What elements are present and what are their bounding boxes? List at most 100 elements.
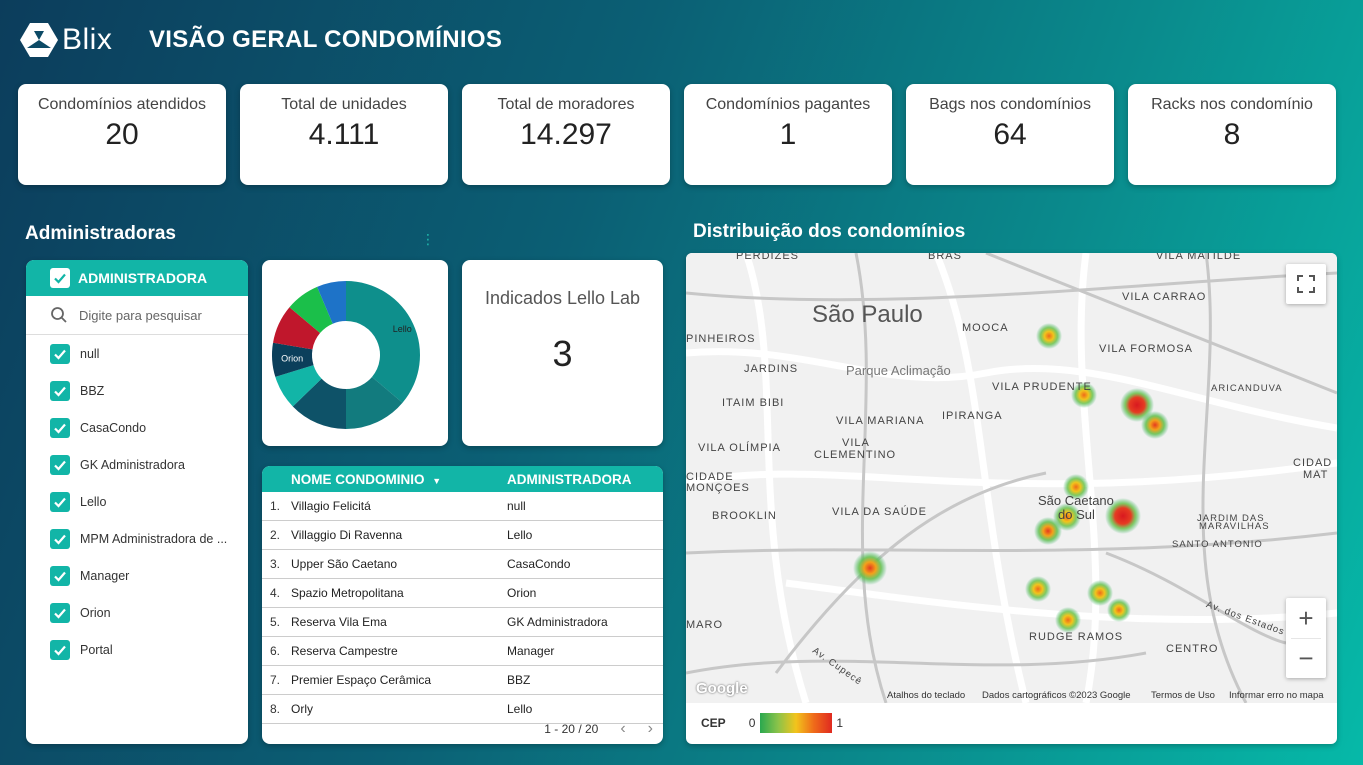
filter-checkbox[interactable] [50, 602, 70, 623]
map-label: IPIRANGA [942, 410, 1003, 422]
indicados-value: 3 [552, 333, 573, 374]
filter-item[interactable]: GK Administradora [26, 446, 248, 483]
heat-spot [853, 551, 887, 585]
fullscreen-icon [1297, 275, 1315, 293]
filter-item[interactable]: MPM Administradora de ... [26, 520, 248, 557]
map-label: São Caetano [1038, 493, 1114, 508]
check-icon [54, 608, 66, 619]
legend-gradient [760, 713, 833, 733]
filter-search[interactable]: Digite para pesquisar [26, 296, 248, 335]
search-input[interactable]: Digite para pesquisar [79, 307, 202, 323]
check-icon [54, 273, 66, 284]
filter-checkbox[interactable] [50, 491, 70, 512]
map-label: MARAVILHAS [1199, 521, 1270, 532]
row-administradora: Lello [507, 702, 533, 716]
header: Blix [18, 16, 112, 64]
map-label: BROOKLIN [712, 510, 777, 522]
prev-page-icon[interactable]: ‹ [620, 720, 626, 737]
map-label: VILA CARRAO [1122, 291, 1207, 303]
select-all-checkbox[interactable] [50, 268, 70, 288]
column-header-nome[interactable]: NOME CONDOMINIO ▼ [291, 471, 442, 487]
map-label: BRAS [928, 253, 962, 262]
indicados-label: Indicados Lello Lab [484, 288, 641, 308]
attribution-keyboard[interactable]: Atalhos do teclado [887, 690, 966, 701]
filter-checkbox[interactable] [50, 565, 70, 586]
table-row[interactable]: 2. Villaggio Di Ravenna Lello [262, 521, 663, 550]
check-icon [54, 645, 66, 656]
heat-spot [1036, 323, 1062, 349]
filter-checkbox[interactable] [50, 528, 70, 549]
pie-slice[interactable] [317, 281, 346, 324]
table-row[interactable]: 3. Upper São Caetano CasaCondo [262, 550, 663, 579]
next-page-icon[interactable]: › [647, 720, 653, 737]
zoom-in-icon[interactable]: + [1298, 602, 1314, 633]
map-label: RUDGE RAMOS [1029, 631, 1124, 643]
kpi-label: Total de moradores [497, 96, 635, 113]
pie-chart[interactable]: Lello Orion [262, 260, 448, 446]
heat-spot [1141, 411, 1169, 439]
kpi-card-total-unidades: Total de unidades 4.111 [240, 84, 448, 185]
pie-chart-card: Lello Orion [262, 260, 448, 446]
table-row[interactable]: 6. Reserva Campestre Manager [262, 637, 663, 666]
row-index: 5. [270, 615, 281, 629]
kpi-card-bags: Bags nos condomínios 64 [906, 84, 1114, 185]
filter-checkbox[interactable] [50, 380, 70, 401]
table-row[interactable]: 8. Orly Lello [262, 695, 663, 724]
fullscreen-button[interactable] [1286, 264, 1326, 304]
map-label: VILA [842, 437, 870, 449]
filter-header[interactable]: ADMINISTRADORA [26, 260, 248, 296]
heat-spot [1034, 517, 1062, 545]
map[interactable]: PERDIZES BRAS VILA MATILDE São Paulo VILA CA… [686, 253, 1337, 703]
column-header-administradora[interactable]: ADMINISTRADORA [507, 471, 632, 487]
zoom-out-icon[interactable]: − [1291, 638, 1321, 678]
filter-item[interactable]: null [26, 335, 248, 372]
attribution-terms[interactable]: Termos de Uso [1151, 690, 1215, 701]
table-row[interactable]: 1. Villagio Felicitá null [262, 492, 663, 521]
filter-item[interactable]: BBZ [26, 372, 248, 409]
row-administradora: Manager [507, 644, 555, 658]
pie-slice[interactable] [275, 365, 322, 407]
attribution-data: Dados cartográficos ©2023 Google [982, 690, 1131, 701]
pie-slice[interactable] [346, 281, 420, 403]
filter-item[interactable]: CasaCondo [26, 409, 248, 446]
filter-checkbox[interactable] [50, 343, 70, 364]
more-options-icon[interactable]: ⋮ [421, 231, 435, 247]
kpi-value: 4.111 [308, 118, 380, 151]
filter-checkbox[interactable] [50, 639, 70, 660]
filter-item-label: Lello [80, 494, 107, 509]
kpi-label: Condomínios pagantes [705, 96, 871, 113]
table-row[interactable]: 7. Premier Espaço Cerâmica BBZ [262, 666, 663, 695]
pie-slice[interactable] [292, 378, 346, 429]
filter-checkbox[interactable] [50, 454, 70, 475]
attribution-report[interactable]: Informar erro no mapa [1229, 690, 1324, 701]
table-row[interactable]: 4. Spazio Metropolitana Orion [262, 579, 663, 608]
row-administradora: CasaCondo [507, 557, 571, 571]
check-icon [54, 497, 66, 508]
search-icon [51, 307, 67, 323]
pie-slice[interactable] [273, 307, 321, 350]
map-label: SANTO ANTONIO [1172, 539, 1263, 550]
filter-item[interactable]: Portal [26, 631, 248, 668]
filter-item[interactable]: Manager [26, 557, 248, 594]
kpi-label: Racks nos condomínio [1151, 96, 1313, 113]
kpi-card-racks: Racks nos condomínio 8 [1128, 84, 1336, 185]
filter-item-label: CasaCondo [80, 420, 147, 435]
pie-slice[interactable] [346, 376, 403, 429]
pie-slice[interactable] [289, 286, 333, 334]
filter-item[interactable]: Orion [26, 594, 248, 631]
pie-slice[interactable] [272, 342, 314, 377]
map-label: Parque Aclimação [846, 363, 951, 378]
filter-item[interactable]: Lello [26, 483, 248, 520]
map-label: São Paulo [812, 301, 923, 328]
map-label: MARO [686, 619, 723, 631]
filter-item-label: MPM Administradora de ... [80, 531, 228, 546]
condominios-table: NOME CONDOMINIO ▼ ADMINISTRADORA 1. Villa… [262, 466, 663, 744]
row-index: 6. [270, 644, 281, 658]
legend-min: 0 [748, 716, 756, 730]
row-index: 3. [270, 557, 281, 571]
logo: Blix [18, 21, 112, 59]
row-name: Upper São Caetano [291, 557, 398, 571]
filter-checkbox[interactable] [50, 417, 70, 438]
table-row[interactable]: 5. Reserva Vila Ema GK Administradora [262, 608, 663, 637]
check-icon [54, 460, 66, 471]
